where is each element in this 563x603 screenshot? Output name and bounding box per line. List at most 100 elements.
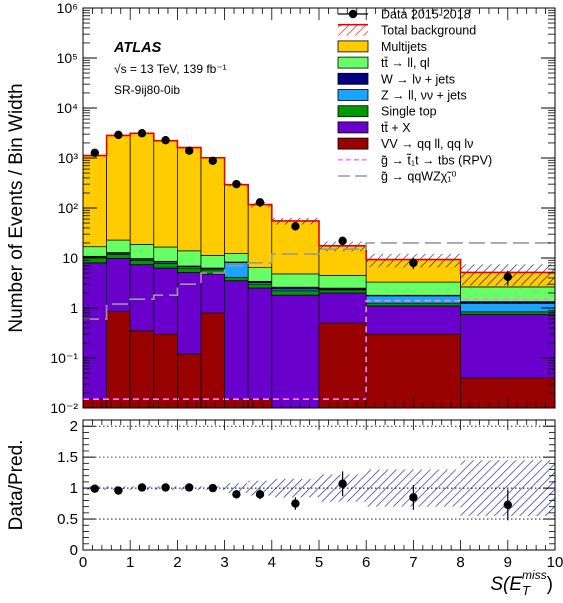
stack-bar-2-11 — [460, 311, 555, 315]
legend-label-3: tt̄ → ll, ql — [381, 56, 430, 70]
ratio-point-9 — [338, 479, 347, 488]
x-tick-label-6: 6 — [362, 554, 370, 571]
stack-bar-0-3 — [153, 333, 178, 408]
data-point-10 — [409, 258, 418, 268]
stack-bar-5-8 — [271, 273, 320, 288]
stack-bar-2-1 — [106, 253, 131, 259]
legend-label-10: g̃ → qqWZχ̃₁⁰ — [381, 170, 457, 184]
x-axis-label-main: S(E — [490, 574, 522, 595]
x-tick-label-3: 3 — [220, 554, 228, 571]
energy-label: √s = 13 TeV, 139 fb⁻¹ — [114, 62, 227, 76]
stack-bar-2-9 — [318, 289, 367, 294]
legend-label-6: Single top — [381, 105, 437, 119]
stack-bar-2-7 — [247, 283, 273, 289]
data-point-11 — [503, 272, 512, 282]
main-y-tick-label-0: 10⁻² — [50, 400, 78, 416]
stack-bar-3-10 — [365, 295, 461, 304]
stack-bar-3-11 — [460, 302, 555, 313]
x-axis-label-close: ) — [547, 574, 553, 595]
stack-bar-2-2 — [129, 260, 155, 266]
legend-swatch-7 — [337, 121, 369, 134]
stack-bar-0-6 — [224, 398, 249, 408]
ratio-point-3 — [161, 483, 170, 492]
data-point-9 — [338, 236, 347, 246]
stack-bar-5-10 — [365, 281, 461, 296]
x-tick-label-4: 4 — [268, 554, 276, 571]
x-axis-label-sup: miss — [522, 568, 547, 582]
x-axis-label: S(ETmiss) — [490, 568, 553, 598]
ratio-point-1 — [114, 486, 123, 495]
ratio-axes: 0 0.5 1 1.5 2 0 1 2 3 4 5 6 7 8 9 10 — [57, 418, 563, 571]
legend-label-1: Total background — [381, 24, 476, 38]
ratio-y-tick-label-1: 0.5 — [57, 511, 78, 528]
legend-swatch-4 — [337, 72, 369, 85]
x-tick-label-1: 1 — [126, 554, 134, 571]
data-points — [90, 129, 512, 286]
ratio-data-points — [90, 471, 512, 521]
stack-bar-0-1 — [106, 311, 131, 408]
stack-bar-5-3 — [153, 246, 178, 262]
stack-bar-1-5 — [200, 273, 225, 314]
main-y-tick-label-4: 10² — [58, 200, 79, 216]
stack-bar-1-11 — [460, 314, 555, 379]
stack-bar-0-8 — [271, 407, 320, 408]
main-y-axis: 10⁻² 10⁻¹ 1 10 10² 10³ 10⁴ 10⁵ 10⁶ — [50, 0, 555, 416]
data-point-3 — [161, 135, 170, 145]
stack-bar-5-7 — [247, 267, 273, 282]
legend-swatch-8 — [337, 137, 369, 150]
main-x-ticks — [82, 8, 556, 408]
stack-bar-1-2 — [129, 264, 155, 332]
ratio-point-10 — [409, 493, 418, 502]
legend-swatch-2 — [337, 40, 369, 53]
legend-swatch-3 — [337, 56, 369, 69]
legend-swatch-5 — [337, 89, 369, 101]
ratio-point-11 — [503, 500, 512, 510]
data-point-7 — [255, 198, 265, 207]
ratio-point-5 — [208, 483, 217, 493]
legend-label-7: tt̄ + X — [381, 121, 411, 135]
legend-label-0: Data 2015-2018 — [381, 8, 471, 22]
ratio-point-4 — [185, 483, 194, 492]
stack-bar-2-3 — [153, 263, 178, 269]
stack-bar-0-4 — [177, 353, 202, 408]
main-y-tick-label-1: 10⁻¹ — [50, 350, 78, 366]
stack-bar-5-9 — [318, 274, 367, 289]
stack-bar-1-3 — [153, 267, 178, 335]
stack-bar-2-4 — [177, 267, 202, 273]
stack-bar-0-0 — [83, 398, 107, 408]
stack-bar-2-8 — [271, 290, 320, 296]
legend: Data 2015-2018 Total background Multijets t… — [337, 8, 492, 184]
region-label: SR-9ij80-0ib — [114, 83, 180, 97]
stack-bar-5-1 — [106, 239, 131, 253]
x-tick-label-5: 5 — [315, 554, 323, 571]
stack-bar-2-6 — [224, 276, 249, 282]
legend-label-2: Multijets — [381, 40, 427, 54]
data-point-8 — [291, 222, 300, 231]
signal-lines — [83, 242, 555, 400]
stack-bar-6-7 — [247, 204, 273, 268]
data-point-5 — [208, 156, 217, 165]
main-y-tick-label-3: 10 — [62, 250, 78, 266]
stack-bar-0-2 — [129, 330, 155, 408]
signal-line-1 — [83, 242, 555, 320]
legend-label-9: g̃ → t̃₁t → tbs (RPV) — [381, 153, 492, 168]
x-tick-label-10: 10 — [547, 554, 563, 571]
x-axis-label-sub: T — [522, 583, 531, 598]
stack-bar-1-6 — [224, 280, 249, 400]
ratio-point-0 — [90, 484, 100, 493]
ratio-y-tick-label-3: 1.5 — [57, 449, 78, 466]
main-y-tick-label-8: 10⁶ — [57, 0, 78, 16]
main-y-axis-label: Number of Events / Bin Width — [6, 83, 27, 332]
legend-total-swatch — [338, 24, 368, 36]
stack-bar-1-8 — [271, 294, 320, 408]
data-point-1 — [114, 130, 123, 140]
ratio-point-7 — [255, 490, 265, 499]
stack-bar-5-4 — [177, 250, 202, 267]
x-tick-label-9: 9 — [504, 554, 512, 571]
stack-bar-3-6 — [224, 262, 249, 278]
legend-label-4: W → lν + jets — [381, 72, 455, 86]
main-y-tick-label-2: 1 — [70, 300, 78, 316]
stack-bar-5-6 — [224, 253, 249, 263]
stack-bar-1-9 — [318, 292, 367, 324]
data-point-4 — [185, 146, 194, 155]
